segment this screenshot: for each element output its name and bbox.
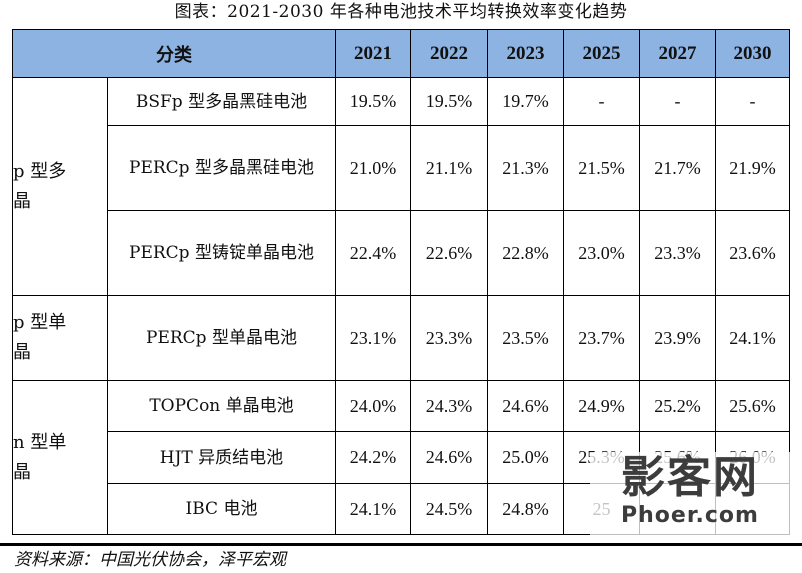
value-cell: 24.5% — [410, 483, 488, 535]
row-name: IBC 电池 — [107, 483, 336, 535]
table-caption: 图表：2021-2030 年各种电池技术平均转换效率变化趋势 — [174, 2, 628, 22]
header-year: 2030 — [715, 29, 790, 78]
value-cell: 21.0% — [335, 125, 411, 211]
watermark-url: Phoer.com — [621, 503, 759, 528]
value-cell: 24.6% — [410, 431, 488, 484]
row-name: TOPCon 单晶电池 — [107, 380, 336, 432]
source-note: 资料来源：中国光伏协会，泽平宏观 — [14, 550, 286, 570]
header-year: 2022 — [410, 29, 488, 78]
value-cell: - — [715, 77, 790, 126]
bottom-rule — [0, 543, 802, 546]
watermark: 影客网 Phoer.com — [590, 452, 790, 542]
value-cell: 22.4% — [335, 210, 411, 296]
header-year: 2025 — [563, 29, 640, 78]
value-cell: - — [639, 77, 716, 126]
value-cell: 25.6% — [715, 380, 790, 432]
value-cell: 21.3% — [487, 125, 564, 211]
table-row: PERCp 型铸锭单晶电池 22.4% 22.6% 22.8% 23.0% 23… — [13, 210, 790, 296]
value-cell: 23.3% — [410, 295, 488, 381]
value-cell: 25.0% — [487, 431, 564, 484]
value-cell: 23.7% — [563, 295, 640, 381]
value-cell: 19.7% — [487, 77, 564, 126]
value-cell: 24.2% — [335, 431, 411, 484]
row-name: HJT 异质结电池 — [107, 431, 336, 484]
header-row: 分类 2021 2022 2023 2025 2027 2030 — [12, 29, 790, 78]
value-cell: 23.3% — [639, 210, 716, 296]
value-cell: 21.5% — [563, 125, 640, 211]
table-row: p 型多晶 BSFp 型多晶黑硅电池 19.5% 19.5% 19.7% - -… — [12, 77, 790, 296]
row-name: PERCp 型多晶黑硅电池 — [107, 125, 336, 211]
value-cell: 25.2% — [639, 380, 716, 432]
group-label: p 型单晶 — [12, 295, 108, 381]
table-row: HJT 异质结电池 24.2% 24.6% 25.0% 25.3% 25.6% … — [13, 431, 790, 484]
value-cell: 24.0% — [335, 380, 411, 432]
value-cell: 22.8% — [487, 210, 564, 296]
value-cell: 21.7% — [639, 125, 716, 211]
value-cell: 23.5% — [487, 295, 564, 381]
value-cell: 24.1% — [715, 295, 790, 381]
value-cell: - — [563, 77, 640, 126]
value-cell: 22.6% — [410, 210, 488, 296]
row-name: PERCp 型铸锭单晶电池 — [107, 210, 336, 296]
efficiency-table: 分类 2021 2022 2023 2025 2027 2030 p 型多晶 B… — [12, 29, 790, 535]
watermark-text: 影客网 — [621, 452, 759, 503]
value-cell: 21.1% — [410, 125, 488, 211]
value-cell: 21.9% — [715, 125, 790, 211]
header-year: 2021 — [335, 29, 411, 78]
value-cell: 24.6% — [487, 380, 564, 432]
value-cell: 19.5% — [410, 77, 488, 126]
header-year: 2023 — [487, 29, 564, 78]
value-cell: 19.5% — [335, 77, 411, 126]
table-row: n 型单晶 TOPCon 单晶电池 24.0% 24.3% 24.6% 24.9… — [12, 380, 790, 535]
value-cell: 23.1% — [335, 295, 411, 381]
group-label: p 型多晶 — [12, 77, 108, 296]
table-row: p 型单晶 PERCp 型单晶电池 23.1% 23.3% 23.5% 23.7… — [12, 295, 790, 381]
row-name: BSFp 型多晶黑硅电池 — [107, 77, 336, 126]
row-name: PERCp 型单晶电池 — [107, 295, 336, 381]
value-cell: 23.0% — [563, 210, 640, 296]
header-category: 分类 — [12, 29, 336, 78]
header-year: 2027 — [639, 29, 716, 78]
value-cell: 24.1% — [335, 483, 411, 535]
group-label: n 型单晶 — [12, 380, 108, 535]
value-cell: 24.8% — [487, 483, 564, 535]
value-cell: 23.9% — [639, 295, 716, 381]
value-cell: 24.3% — [410, 380, 488, 432]
table-row: PERCp 型多晶黑硅电池 21.0% 21.1% 21.3% 21.5% 21… — [13, 125, 790, 211]
value-cell: 24.9% — [563, 380, 640, 432]
value-cell: 23.6% — [715, 210, 790, 296]
